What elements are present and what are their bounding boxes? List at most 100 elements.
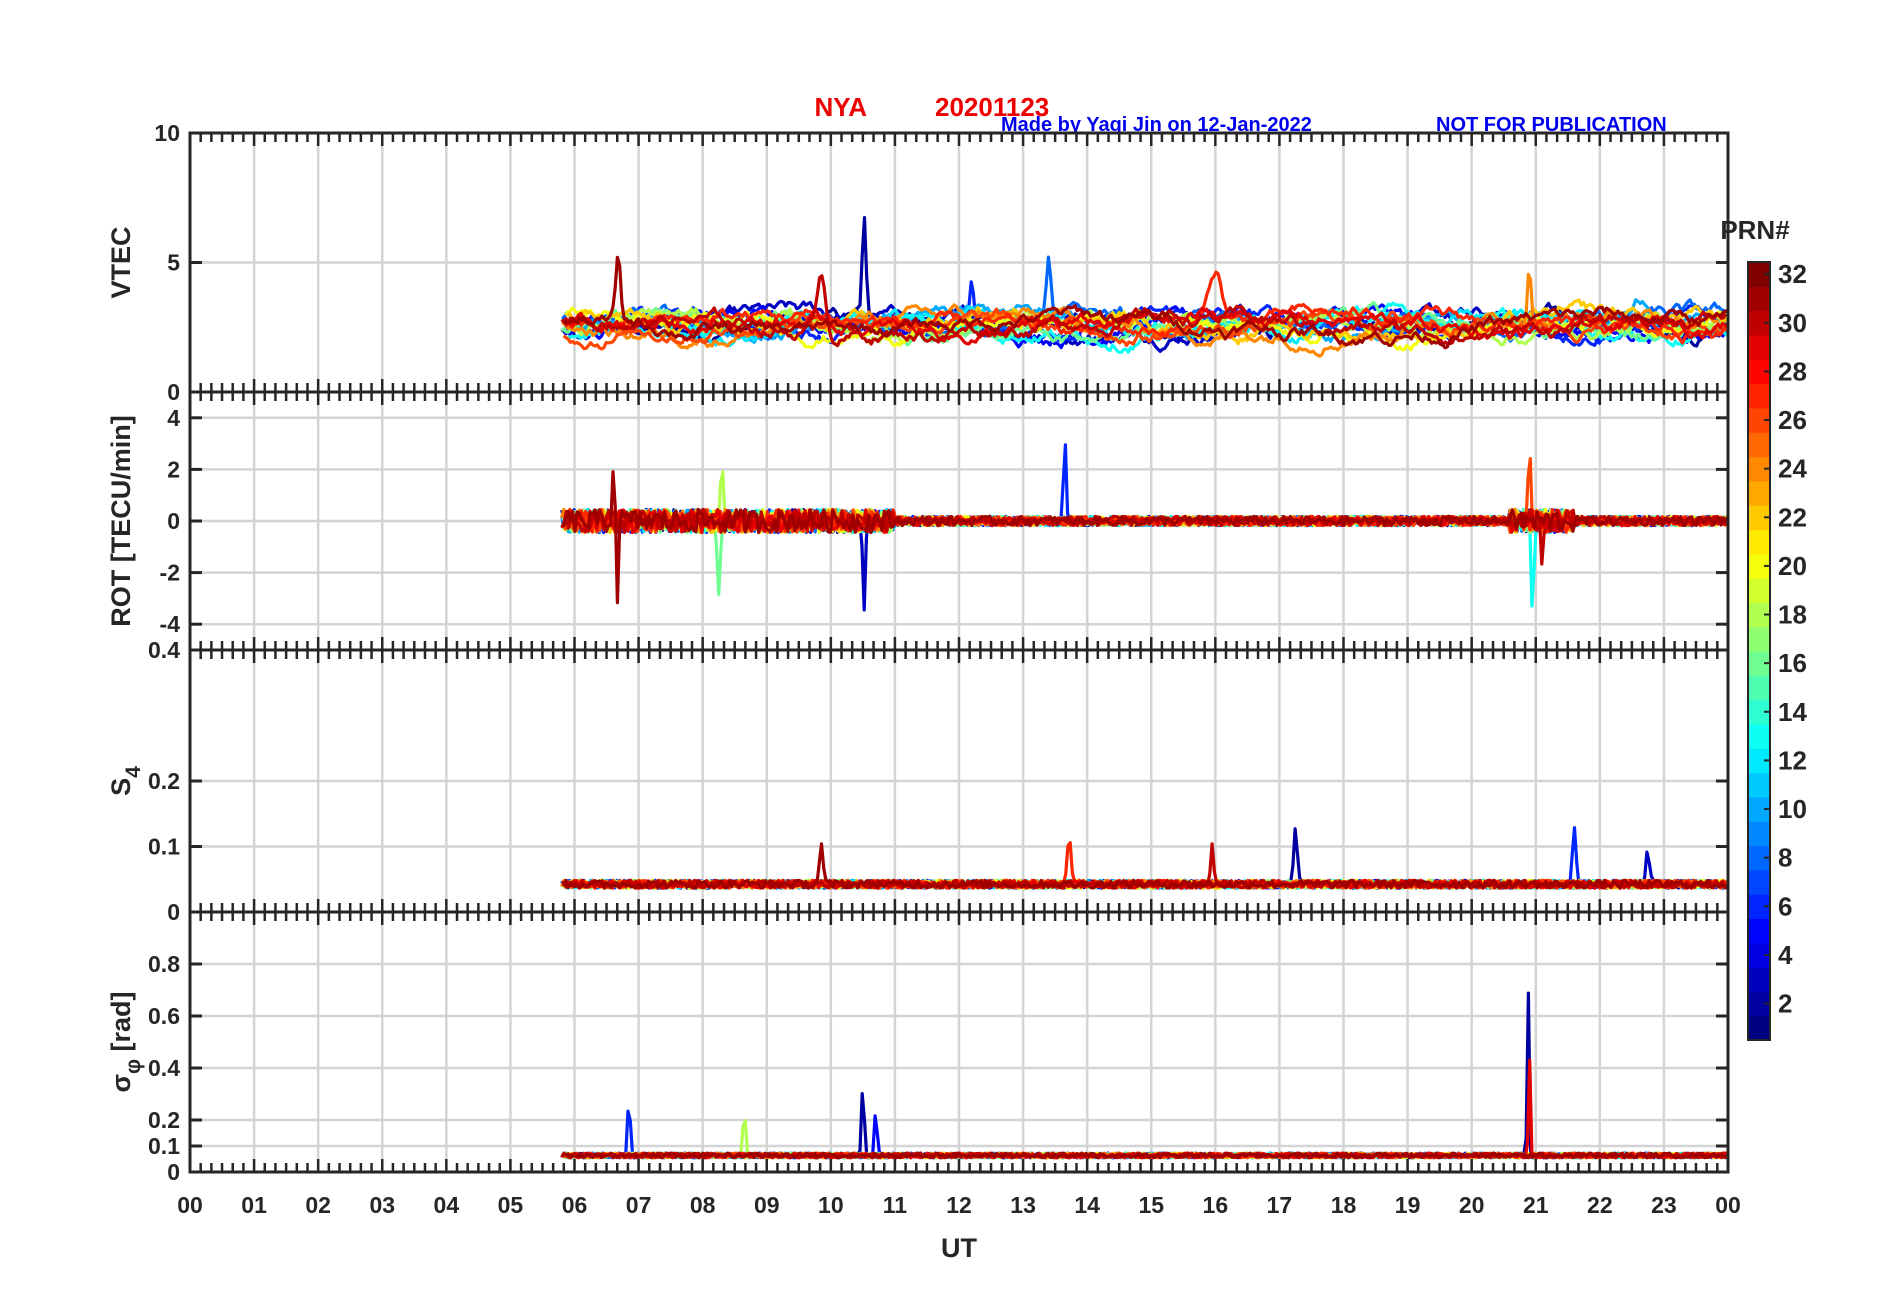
colorbar-tick-label: 26 bbox=[1778, 405, 1807, 435]
panel-rot: -4 -2 0 2 4 ROT [TECU/min] bbox=[106, 390, 1730, 652]
colorbar-tick-label: 24 bbox=[1778, 454, 1807, 484]
series-prn-31 bbox=[562, 470, 1728, 605]
colorbar-swatch bbox=[1748, 310, 1770, 336]
x-tick-label: 04 bbox=[434, 1192, 460, 1218]
colorbar-swatch bbox=[1748, 480, 1770, 506]
x-tick-label: 05 bbox=[498, 1192, 524, 1218]
vtec-ytick-label: 0 bbox=[167, 379, 180, 405]
rot-ytick-label: 0 bbox=[167, 508, 180, 534]
x-tick-label: 09 bbox=[754, 1192, 780, 1218]
colorbar-tick-label: 8 bbox=[1778, 843, 1792, 873]
x-tick-label: 21 bbox=[1523, 1192, 1549, 1218]
colorbar-swatch bbox=[1748, 821, 1770, 847]
colorbar-tick-label: 14 bbox=[1778, 697, 1807, 727]
rot-ylabel: ROT [TECU/min] bbox=[106, 415, 136, 626]
s4-ytick-label: 0.2 bbox=[148, 768, 180, 794]
colorbar-swatch bbox=[1748, 967, 1770, 992]
colorbar-tick-label: 22 bbox=[1778, 502, 1807, 532]
colorbar-tick-label: 28 bbox=[1778, 356, 1807, 386]
colorbar-swatch bbox=[1748, 942, 1770, 968]
colorbar-tick-label: 16 bbox=[1778, 648, 1807, 678]
colorbar-tick-label: 12 bbox=[1778, 745, 1807, 775]
s4-ylabel: S4 bbox=[106, 766, 145, 796]
colorbar-swatch bbox=[1748, 1015, 1770, 1041]
rot-ytick-label: 2 bbox=[167, 456, 180, 482]
x-axis: UT 00 01 02 03 04 05 06 07 08 09 10 11 12 13 14 15 16 17 1… bbox=[177, 1192, 1741, 1263]
colorbar-swatch bbox=[1748, 894, 1770, 920]
credit-text: Made by Yaqi Jin on 12-Jan-2022 bbox=[1001, 114, 1312, 136]
s4-ytick-label: 0.1 bbox=[148, 834, 180, 860]
sigma_phi-ytick-label: 0.1 bbox=[148, 1133, 180, 1159]
vtec-ylabel: VTEC bbox=[106, 226, 136, 298]
panel-s4: 0 0.1 0.2 0.4 S4 bbox=[106, 637, 1730, 925]
title-station: NYA bbox=[814, 92, 867, 122]
sigma_phi-ylabel: σφ [rad] bbox=[106, 991, 145, 1092]
colorbar-swatch bbox=[1748, 334, 1770, 360]
colorbar-swatch bbox=[1748, 456, 1770, 482]
colorbar-swatch bbox=[1748, 723, 1770, 749]
x-tick-label: 18 bbox=[1331, 1192, 1357, 1218]
x-tick-label: 00 bbox=[1715, 1192, 1741, 1218]
colorbar-swatch bbox=[1748, 432, 1770, 458]
series-prn-31 bbox=[562, 1151, 1728, 1160]
x-tick-label: 06 bbox=[562, 1192, 588, 1218]
title-date: 20201123 bbox=[935, 92, 1049, 122]
x-tick-label: 10 bbox=[818, 1192, 844, 1218]
sigma_phi-ylabel-sub: φ bbox=[122, 1059, 145, 1074]
colorbar-swatch bbox=[1748, 918, 1770, 944]
rot-ytick-label: 4 bbox=[167, 405, 180, 431]
s4-series-group bbox=[560, 826, 1728, 890]
colorbar-swatch bbox=[1748, 699, 1770, 725]
sigma_phi-ytick-label: 0.8 bbox=[148, 951, 180, 977]
colorbar-tick-label: 4 bbox=[1778, 940, 1793, 970]
colorbar-tick-label: 20 bbox=[1778, 551, 1807, 581]
colorbar-swatch bbox=[1748, 286, 1770, 312]
sigma_phi-ytick-label: 0.6 bbox=[148, 1003, 180, 1029]
x-tick-label: 14 bbox=[1074, 1192, 1100, 1218]
colorbar-title: PRN# bbox=[1720, 215, 1790, 245]
series-prn-31 bbox=[562, 842, 1728, 890]
panel-sigma_phi: 00.10.20.40.60.8σφ [rad] bbox=[106, 910, 1730, 1185]
colorbar-swatch bbox=[1748, 553, 1770, 579]
x-tick-label: 16 bbox=[1203, 1192, 1229, 1218]
x-axis-label: UT bbox=[941, 1233, 977, 1263]
sigma_phi-ylabel-unit: [rad] bbox=[106, 991, 136, 1059]
x-tick-label: 20 bbox=[1459, 1192, 1485, 1218]
colorbar-swatch bbox=[1748, 651, 1770, 676]
x-tick-label: 01 bbox=[241, 1192, 267, 1218]
colorbar-tick-label: 10 bbox=[1778, 794, 1807, 824]
colorbar-swatch bbox=[1748, 602, 1770, 628]
x-tick-label: 23 bbox=[1651, 1192, 1677, 1218]
colorbar-swatch bbox=[1748, 748, 1770, 774]
title-block: NYA 20201123 Made by Yaqi Jin on 12-Jan-… bbox=[814, 92, 1666, 136]
sigma_phi-ytick-label: 0 bbox=[167, 1159, 180, 1185]
colorbar-tick-label: 32 bbox=[1778, 259, 1807, 289]
vtec-series-group bbox=[560, 216, 1728, 358]
colorbar-swatch bbox=[1748, 675, 1770, 701]
sigma_phi-ylabel-main: σ bbox=[106, 1074, 136, 1092]
sigma_phi-ytick-label: 0.2 bbox=[148, 1107, 180, 1133]
colorbar-swatch bbox=[1748, 845, 1770, 871]
colorbar-swatch bbox=[1748, 578, 1770, 603]
s4-ytick-label: 0 bbox=[167, 899, 180, 925]
x-tick-label: 11 bbox=[883, 1192, 908, 1218]
colorbar-swatch bbox=[1748, 407, 1770, 433]
colorbar-swatch bbox=[1748, 991, 1770, 1017]
x-tick-label: 12 bbox=[946, 1192, 972, 1218]
colorbar-tick-label: 6 bbox=[1778, 891, 1792, 921]
x-tick-label: 02 bbox=[305, 1192, 331, 1218]
s4-ylabel-main: S bbox=[106, 778, 136, 796]
colorbar-swatch bbox=[1748, 796, 1770, 822]
colorbar-swatch bbox=[1748, 529, 1770, 555]
rot-ytick-label: -2 bbox=[160, 560, 180, 586]
x-tick-label: 00 bbox=[177, 1192, 203, 1218]
colorbar-swatch bbox=[1748, 359, 1770, 385]
x-tick-label: 17 bbox=[1267, 1192, 1293, 1218]
x-tick-label: 19 bbox=[1395, 1192, 1421, 1218]
panel-vtec: 0 5 10 VTEC bbox=[106, 120, 1730, 405]
colorbar-swatch bbox=[1748, 772, 1770, 798]
vtec-ytick-label: 5 bbox=[167, 250, 180, 276]
